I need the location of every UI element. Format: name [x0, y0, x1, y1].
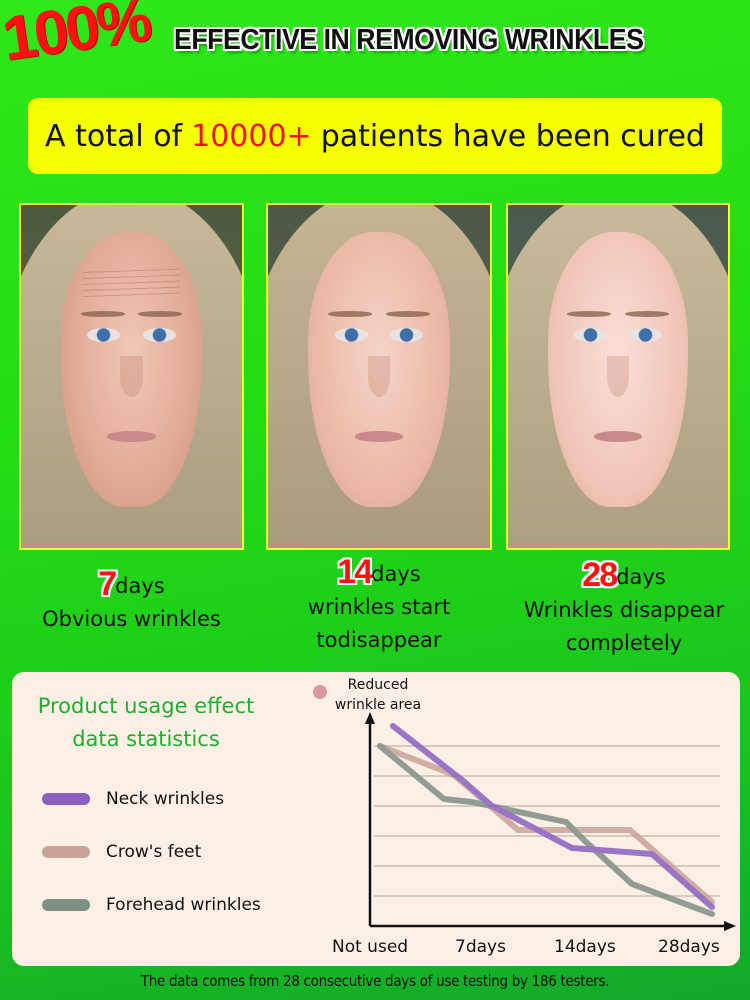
y-axis-label-line1: Reduced	[347, 677, 409, 693]
headline-title: EFFECTIVE IN REMOVING WRINKLES	[174, 24, 644, 56]
stats-title-line2: data statistics	[72, 727, 220, 751]
legend-swatch-neck	[42, 793, 90, 805]
series-crows-feet	[377, 743, 715, 905]
legend-label: Forehead wrinkles	[106, 895, 261, 915]
stage-caption-28-days: 28days Wrinkles disappear completely	[506, 556, 742, 660]
stats-panel-title: Product usage effect data statistics	[26, 690, 266, 756]
legend-label: Neck wrinkles	[106, 789, 225, 809]
x-tick-not-used: Not used	[332, 937, 409, 957]
face-photo-older-woman	[19, 203, 244, 550]
stats-title-line1: Product usage effect	[37, 694, 255, 718]
legend-swatch-forehead	[42, 899, 90, 911]
stage-description: wrinkles start	[307, 595, 451, 619]
y-axis-label: Reduced wrinkle area	[328, 675, 428, 715]
headline-percent: 100%	[0, 0, 154, 75]
face-photo-middle-aged-woman	[266, 203, 492, 550]
cured-patients-banner: A total of 10000+ patients have been cur…	[28, 98, 722, 174]
stage-unit: days	[115, 574, 165, 598]
stage-caption-14-days: 14days wrinkles start todisappear	[256, 553, 502, 657]
axes	[365, 712, 736, 931]
stage-number: 28	[582, 556, 618, 594]
stage-number: 14	[337, 553, 373, 591]
stage-unit: days	[371, 562, 421, 586]
x-tick-28days: 28days	[658, 937, 720, 957]
series-forehead	[377, 743, 715, 917]
legend-item-forehead-wrinkles: Forehead wrinkles	[42, 895, 261, 915]
stage-description-line2: completely	[565, 631, 683, 655]
banner-highlight: 10000+	[191, 118, 312, 154]
banner-suffix: patients have been cured	[320, 118, 705, 154]
legend-label: Crow's feet	[106, 842, 202, 862]
face-photo-young-woman	[506, 203, 730, 550]
banner-prefix: A total of	[45, 118, 183, 154]
marker-dot-icon	[313, 685, 327, 699]
footnote: The data comes from 28 consecutive days …	[140, 972, 610, 990]
stage-caption-7-days: 7days Obvious wrinkles	[19, 565, 244, 636]
series-neck	[390, 723, 715, 910]
stage-unit: days	[616, 565, 666, 589]
legend-item-neck-wrinkles: Neck wrinkles	[42, 789, 224, 809]
stage-description: Obvious wrinkles	[42, 607, 221, 631]
x-tick-7days: 7days	[455, 937, 506, 957]
x-tick-14days: 14days	[554, 937, 616, 957]
stage-description: Wrinkles disappear	[523, 598, 725, 622]
line-chart	[365, 712, 736, 931]
stage-number: 7	[98, 565, 117, 603]
legend-item-crows-feet: Crow's feet	[42, 842, 201, 862]
series-lines	[377, 723, 715, 917]
stage-description-line2: todisappear	[316, 628, 442, 652]
y-axis-label-line2: wrinkle area	[334, 697, 422, 713]
legend-swatch-crows-feet	[42, 846, 90, 858]
stats-panel: Product usage effect data statistics Nec…	[12, 672, 740, 966]
